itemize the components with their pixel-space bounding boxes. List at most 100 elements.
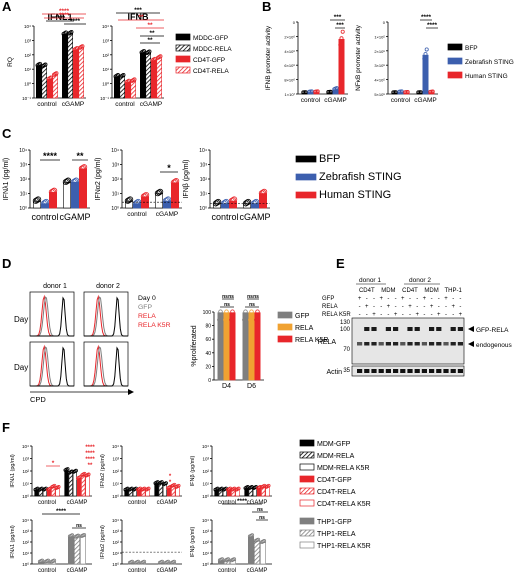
legend-C-swatch [295,155,317,163]
sig-stack: ** [88,463,93,469]
x-category-label: control [218,500,236,506]
data-point [160,559,165,564]
y-tick-label: 10³ [24,38,31,43]
blot-arrow-label: endogenous [476,342,513,349]
bar [151,60,157,99]
legend-F1-label: CD4T-RELA [317,489,356,496]
y-tick-label: 10⁰ [22,562,29,567]
data-point [213,199,220,206]
y-tick-label: 40 [205,351,211,357]
y-tick-label: 10¹ [200,192,208,198]
blot-mark: - [423,304,425,310]
sig-label: * [167,163,171,173]
blot-mark: - [445,312,447,318]
x-category-label: control [128,500,146,506]
sig-label: ** [76,151,84,161]
bar [73,49,79,99]
data-point [143,192,150,199]
y-tick-label: 10⁴ [112,444,119,449]
blot-mark: - [409,312,411,318]
y-tick-label: 10² [112,540,119,545]
blot-band [443,369,449,373]
bar [229,200,238,209]
blot-arrow [468,326,474,332]
data-point [230,309,235,314]
data-point [253,198,260,205]
sig-label: **** [59,12,70,19]
data-point [172,559,177,564]
data-point [328,89,333,94]
y-tick-label: 80 [205,324,211,330]
blot-band [407,342,413,346]
data-point [115,73,120,78]
blot-band [450,327,456,331]
y-tick-label: 10² [202,469,209,474]
blot-band [378,369,384,373]
x-category-label: control [115,101,135,108]
y-tick-label: 10⁴ [111,148,119,154]
y-axis-label: IFNλ1 (pg/ml) [10,454,16,487]
flow-row-label: Day 6 [14,363,35,372]
data-point [65,467,70,471]
y-tick-label: 10³ [102,38,109,43]
panel-label-D: D [2,256,11,271]
sig-stack: **** [85,457,95,463]
sig-label: **** [55,15,66,22]
blot-donor-label: donor 2 [409,277,431,284]
legend-F1-label: MDM-RELA K5R [317,465,370,472]
legend-A-label: CD4T-GFP [193,57,225,64]
y-tick-label: 100 [203,310,212,316]
blot-mw-marker: 100 [340,327,351,333]
data-point [261,188,268,195]
legend-F1-swatch [299,451,315,459]
blot-mark: - [445,304,447,310]
data-point [259,189,266,196]
histogram-frame [29,291,75,337]
x-category-label: control [301,97,321,104]
data-point [52,483,57,488]
legend-D-label: RELA [295,325,314,332]
data-point [135,198,142,205]
data-point [173,178,180,185]
data-point [399,89,404,94]
x-category-label: cGAMP [247,500,268,506]
data-point [50,188,57,195]
sig-stack: * [169,474,172,480]
y-axis-label: %proliferated [191,325,198,366]
blot-band [450,342,456,346]
data-point [147,49,152,54]
blot-band [371,342,377,346]
data-point [141,192,148,199]
panel-label-E: E [336,256,345,271]
blot-mark: + [459,312,463,318]
blot-rela-membrane [351,317,465,365]
sig-stack: **** [85,451,95,457]
bar [154,483,159,497]
y-axis-label: IFNβ (pg/ml) [190,527,196,558]
blot-band [436,327,442,331]
y-tick-label: 10⁴ [19,148,27,154]
data-point [255,309,260,314]
bar [338,38,345,95]
y-axis-label: NFκB promoter activity [355,24,362,90]
sig-label: ns [253,294,259,300]
data-point [242,317,247,322]
sig-label: **** [237,498,248,505]
blot-mark: - [380,304,382,310]
blot-band [393,327,399,331]
data-point [243,309,248,314]
blot-band-label: RELA [318,339,337,346]
blot-band [443,342,449,346]
y-tick-label: 10¹ [202,482,209,487]
blot-band [457,342,463,346]
data-point [231,196,238,203]
data-point [34,197,41,204]
y-axis-label: IFNα2 (pg/ml) [100,454,106,488]
y-tick-label: 10¹ [20,192,28,198]
legend-F2-label: THP1-RELA [317,531,356,538]
blot-band [378,342,384,346]
blot-mw-marker: 35 [343,368,350,374]
y-axis-label: IFNλ1 (pg/ml) [3,158,10,200]
blot-mark: + [437,312,441,318]
legend-C-swatch [295,191,317,199]
